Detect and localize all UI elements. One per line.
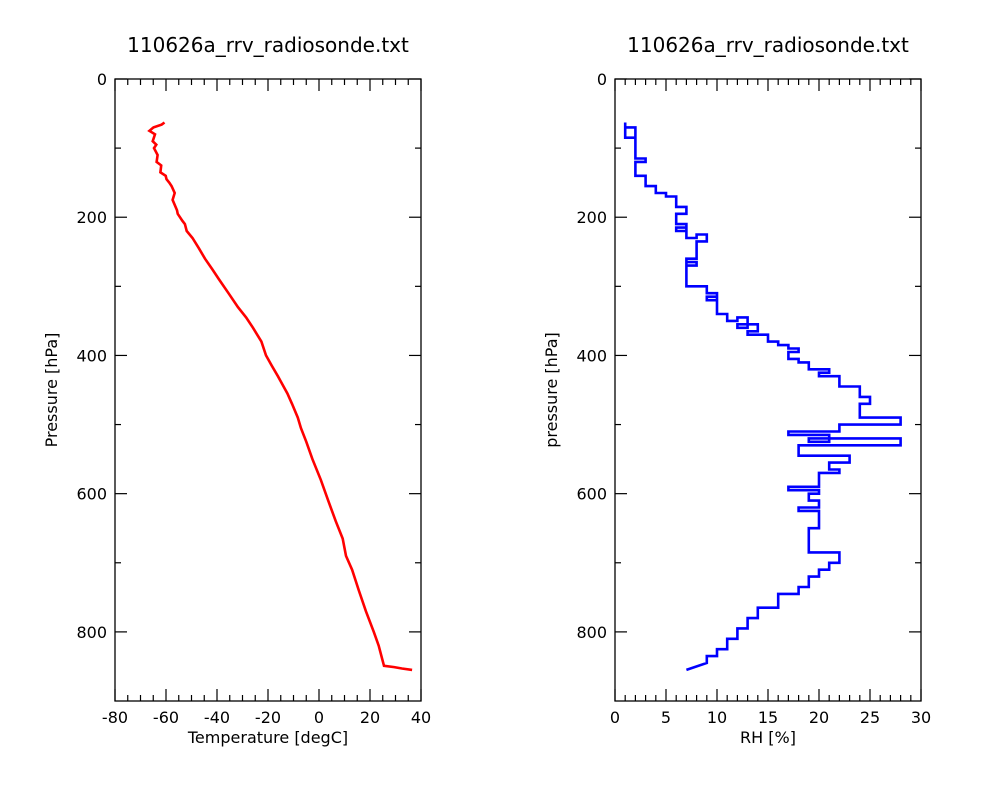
rh-y-tick-labels: 0 200 400 600 800 xyxy=(576,70,607,642)
temperature-y-axis-label: Pressure [hPa] xyxy=(42,333,61,448)
rh-x-axis-label: RH [%] xyxy=(740,728,796,747)
rh-y-tick-label: 800 xyxy=(576,623,607,642)
rh-panel: 110626a_rrv_radiosonde.txt 0 5 10 15 20 … xyxy=(542,33,931,747)
temperature-x-tick-label: -80 xyxy=(102,708,128,727)
temperature-y-tick-label: 200 xyxy=(76,208,107,227)
rh-x-tick-label: 10 xyxy=(707,708,727,727)
rh-x-tick-label: 20 xyxy=(809,708,829,727)
temperature-y-tick-labels: 0 200 400 600 800 xyxy=(76,70,107,642)
temperature-series-layer xyxy=(147,121,413,672)
rh-y-tick-label: 0 xyxy=(597,70,607,89)
rh-ticks xyxy=(614,78,922,701)
temperature-ticks xyxy=(114,78,422,701)
temperature-y-tick-label: 800 xyxy=(76,623,107,642)
rh-x-tick-label: 30 xyxy=(911,708,931,727)
temperature-x-tick-label: -60 xyxy=(153,708,179,727)
temperature-series-line xyxy=(147,121,413,672)
temperature-panel: 110626a_rrv_radiosonde.txt -80 -60 -40 -… xyxy=(42,33,431,747)
rh-x-tick-label: 15 xyxy=(758,708,778,727)
rh-x-tick-label: 0 xyxy=(610,708,620,727)
temperature-y-tick-label: 0 xyxy=(97,70,107,89)
temperature-x-tick-label: 40 xyxy=(411,708,431,727)
rh-x-tick-labels: 0 5 10 15 20 25 30 xyxy=(610,708,931,727)
rh-y-tick-label: 400 xyxy=(576,346,607,365)
rh-series-layer xyxy=(623,122,902,672)
rh-chart-title: 110626a_rrv_radiosonde.txt xyxy=(627,33,909,57)
rh-series-line xyxy=(623,122,902,672)
temperature-x-axis-label: Temperature [degC] xyxy=(187,728,348,747)
rh-y-tick-label: 600 xyxy=(576,485,607,504)
temperature-x-tick-label: 0 xyxy=(314,708,324,727)
temperature-y-tick-label: 600 xyxy=(76,485,107,504)
temperature-chart-title: 110626a_rrv_radiosonde.txt xyxy=(127,33,409,57)
temperature-x-tick-label: -20 xyxy=(255,708,281,727)
temperature-x-tick-labels: -80 -60 -40 -20 0 20 40 xyxy=(102,708,431,727)
rh-x-tick-label: 5 xyxy=(661,708,671,727)
temperature-y-tick-label: 400 xyxy=(76,346,107,365)
temperature-x-tick-label: -40 xyxy=(204,708,230,727)
rh-y-axis-label: pressure [hPa] xyxy=(542,332,561,448)
rh-x-tick-label: 25 xyxy=(860,708,880,727)
temperature-x-tick-label: 20 xyxy=(360,708,380,727)
rh-y-tick-label: 200 xyxy=(576,208,607,227)
